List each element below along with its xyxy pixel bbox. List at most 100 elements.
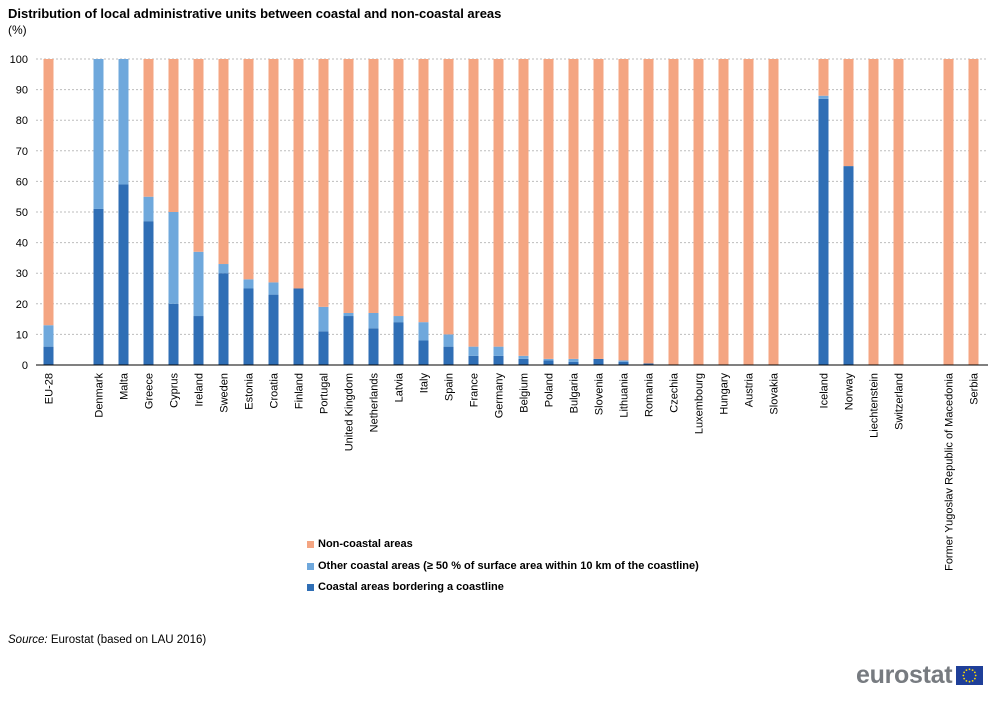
x-tick-label: Switzerland bbox=[894, 373, 906, 430]
x-tick-label: France bbox=[469, 373, 481, 407]
y-tick-label: 30 bbox=[16, 268, 28, 280]
x-tick-label: Croatia bbox=[269, 372, 281, 408]
bar-segment bbox=[193, 251, 204, 317]
flag-star bbox=[975, 674, 977, 677]
x-tick-label: Czechia bbox=[669, 372, 681, 413]
bar-segment bbox=[193, 316, 204, 365]
bar-segment bbox=[343, 312, 354, 317]
y-tick-label: 0 bbox=[22, 360, 28, 372]
y-tick-label: 10 bbox=[16, 329, 28, 341]
bar-segment bbox=[968, 59, 979, 365]
bar-segment bbox=[218, 273, 229, 365]
flag-star bbox=[974, 671, 977, 674]
bar-segment bbox=[243, 288, 254, 365]
bar-segment bbox=[543, 360, 554, 365]
bar-segment bbox=[818, 95, 829, 99]
legend-label-coastal-bordering: Coastal areas bordering a coastline bbox=[318, 581, 504, 593]
gridlines bbox=[36, 58, 988, 335]
bar-segment bbox=[268, 294, 279, 365]
bar-segment bbox=[518, 59, 529, 356]
bar-segment bbox=[118, 184, 129, 365]
source-label: Source: bbox=[8, 634, 48, 646]
bar-segment bbox=[568, 361, 579, 365]
flag-star bbox=[971, 669, 974, 672]
x-tick-label: Norway bbox=[844, 373, 856, 411]
bar-segment bbox=[168, 303, 179, 365]
bar-segment bbox=[268, 59, 279, 283]
bar-segment bbox=[718, 59, 729, 365]
chart-title: Distribution of local administrative uni… bbox=[8, 6, 502, 21]
bar-segment bbox=[568, 358, 579, 362]
bar-segment bbox=[493, 59, 504, 347]
bar-segment bbox=[518, 355, 529, 359]
source-text: Eurostat (based on LAU 2016) bbox=[50, 634, 207, 646]
x-tick-label: Germany bbox=[494, 373, 506, 419]
bar-segment bbox=[618, 360, 629, 362]
bar-segment bbox=[418, 340, 429, 365]
y-tick-label: 70 bbox=[16, 146, 28, 158]
flag-star bbox=[974, 677, 977, 680]
bar-segment bbox=[768, 59, 779, 365]
bar-segment bbox=[468, 346, 479, 356]
x-tick-label: Slovenia bbox=[594, 372, 606, 415]
bar-segment bbox=[318, 306, 329, 332]
y-tick-label: 20 bbox=[16, 299, 28, 311]
bar-segment bbox=[943, 59, 954, 365]
bar-segment bbox=[168, 59, 179, 212]
chart-unit: (%) bbox=[8, 23, 27, 37]
bar-segment bbox=[368, 59, 379, 313]
x-tick-label: Belgium bbox=[519, 373, 531, 413]
x-tick-label: Finland bbox=[294, 373, 306, 409]
x-tick-label: Netherlands bbox=[369, 373, 381, 433]
bar-segment bbox=[143, 196, 154, 222]
legend-item-other-coastal: Other coastal areas (≥ 50 % of surface a… bbox=[307, 560, 699, 572]
x-tick-label: Malta bbox=[119, 372, 131, 400]
axes: 0 10 20 30 40 50 60 70 80 90 100 EU-28 Denmark Malta G… bbox=[10, 54, 988, 571]
x-tick-label: Estonia bbox=[244, 372, 256, 410]
bar-segment bbox=[393, 59, 404, 317]
x-tick-label: Lithuania bbox=[619, 372, 631, 418]
bar-segment bbox=[93, 208, 104, 365]
legend-label-other-coastal: Other coastal areas (≥ 50 % of surface a… bbox=[318, 560, 699, 572]
bar-segment bbox=[343, 316, 354, 365]
bar-segment bbox=[343, 59, 354, 313]
bar-segment bbox=[318, 59, 329, 307]
flag-star bbox=[963, 677, 966, 680]
x-tick-label: Spain bbox=[444, 373, 456, 401]
x-tick-label: Serbia bbox=[969, 372, 981, 405]
source-note: Source: Eurostat (based on LAU 2016) bbox=[8, 634, 206, 646]
bar-segment bbox=[618, 59, 629, 361]
bar-segment bbox=[118, 59, 129, 185]
flag-star bbox=[965, 669, 968, 672]
x-tick-label: Latvia bbox=[394, 372, 406, 402]
bar-segment bbox=[743, 59, 754, 365]
legend-item-coastal-bordering: Coastal areas bordering a coastline bbox=[307, 581, 504, 593]
bar-segment bbox=[43, 59, 54, 326]
bar-segment bbox=[893, 59, 904, 365]
y-tick-label: 60 bbox=[16, 176, 28, 188]
bar-segment bbox=[293, 59, 304, 289]
legend-swatch-other-coastal bbox=[307, 562, 314, 570]
bar-segment bbox=[268, 282, 279, 295]
x-tick-label: Portugal bbox=[319, 373, 331, 414]
bar-segment bbox=[418, 59, 429, 323]
bar-segment bbox=[318, 331, 329, 365]
x-tick-label: Romania bbox=[644, 372, 656, 417]
bar-segment bbox=[218, 264, 229, 274]
eu-flag-icon bbox=[956, 666, 984, 685]
y-tick-label: 80 bbox=[16, 115, 28, 127]
bars bbox=[43, 59, 979, 365]
flag-star bbox=[968, 680, 971, 683]
x-tick-label: United Kingdom bbox=[344, 373, 356, 451]
bar-segment bbox=[93, 59, 104, 209]
stacked-bar-chart: 0 10 20 30 40 50 60 70 80 90 100 EU-28 Denmark Malta G… bbox=[10, 54, 988, 571]
legend-label-non-coastal: Non-coastal areas bbox=[318, 538, 413, 550]
bar-segment bbox=[668, 59, 679, 365]
bar-segment bbox=[618, 361, 629, 365]
bar-segment bbox=[518, 358, 529, 365]
bar-segment bbox=[468, 355, 479, 365]
logo-text: eurostat bbox=[856, 661, 953, 689]
x-tick-label: Cyprus bbox=[169, 373, 181, 408]
bar-segment bbox=[218, 59, 229, 265]
legend-item-non-coastal: Non-coastal areas bbox=[307, 538, 413, 550]
